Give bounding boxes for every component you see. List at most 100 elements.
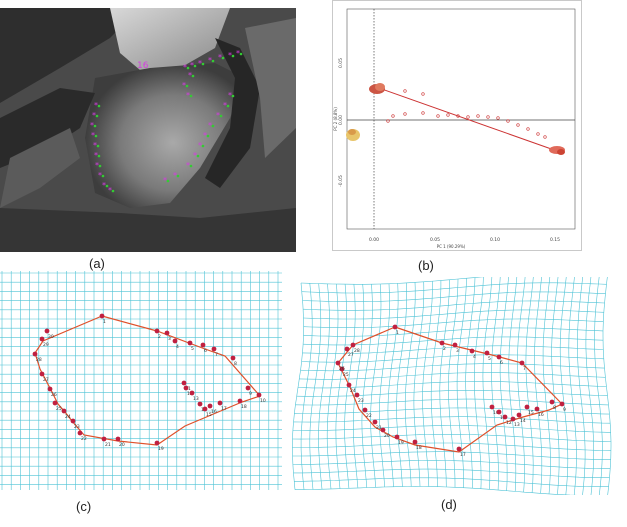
grid-line [430,280,442,487]
landmark-point [549,399,555,405]
landmark-marker: * [188,71,192,80]
landmark-number: 17 [221,406,227,412]
landmark-number: 19 [158,446,164,452]
landmark-point [392,324,398,330]
grid-line [292,282,304,490]
landmark-dot [96,144,100,148]
grid-line [482,277,493,490]
trend-line [375,86,558,152]
landmark-number: 26 [51,392,57,398]
landmark-point [77,430,83,436]
landmark-number: 18 [416,445,422,451]
landmark-number: 22 [366,413,372,419]
grid-line [303,327,604,337]
grid-line [293,468,610,478]
caption-d: (d) [441,497,457,512]
landmark-dot [231,94,235,98]
landmark-point [47,386,53,392]
sample-point [486,115,490,119]
landmark-point [559,401,565,407]
grid-line [300,277,485,285]
landmark-point [496,409,502,415]
deformation-grid [0,271,282,490]
landmark-point [32,351,38,357]
landmark-dot [231,54,235,58]
cluster-yellow [346,129,360,141]
landmark-dot [211,124,215,128]
landmark-point [207,403,213,409]
landmark-marker: * [186,161,190,170]
landmark-number: 20 [384,433,390,439]
landmark-point [346,382,352,388]
landmark-number: 24 [65,414,71,420]
landmark-number: 22 [81,436,87,442]
sample-point [536,132,540,136]
grid-line [292,434,612,442]
landmark-point [39,336,45,342]
grid-line [499,277,509,491]
landmark-dot [94,134,98,138]
landmark-point [516,412,522,418]
landmark-marker: * [92,111,96,120]
landmark-point [502,414,508,420]
landmark-dot [196,154,200,158]
landmark-point [245,385,251,391]
landmark-marker: * [173,171,177,180]
landmark-marker: * [108,186,112,195]
landmark-point [202,406,208,412]
grid-line [353,284,365,488]
landmark-marker: * [93,141,97,150]
x-tick-label: 0.00 [369,237,379,243]
landmark-dot [111,189,115,193]
sample-point [391,114,395,118]
landmark-marker: * [228,51,232,60]
landmark-point [452,342,458,348]
landmark-number: 5 [488,356,491,362]
grid-line [300,363,605,372]
landmark-dot [206,134,210,138]
panel-b-pca-plot: 0.00 0.05 0.10 0.15 PC 1 (90.29%) 0.05 0… [332,0,582,251]
grid-line [577,277,586,495]
grid-line [551,277,560,495]
landmark-number: 27 [43,377,49,383]
grid-line [292,425,611,433]
sample-point [516,123,520,127]
cluster-bottom-right [549,146,565,155]
panel-a-mri-image: * * * * * * * * * * * * * * * * * * * * * * * * * * * * * * 16 [0,8,296,252]
landmark-marker: * [198,59,202,68]
landmark-point [187,340,193,346]
landmark-point [189,390,195,396]
landmark-point [211,346,217,352]
x-tick-label: 0.10 [490,237,500,243]
grid-line [296,390,608,397]
sample-point [456,114,460,118]
landmark-marker: * [208,56,212,65]
sample-point [506,119,510,123]
landmark-dot [226,104,230,108]
landmark-point [101,436,107,442]
landmark-number: 16 [538,412,544,418]
landmark-point [339,366,345,372]
landmark-number: 14 [520,418,526,424]
landmark-number: 17 [460,452,466,458]
landmark-point [335,360,341,366]
landmark-point [372,419,378,425]
landmark-marker: * [218,53,222,62]
x-tick-label: 0.05 [430,237,440,243]
landmark-point [469,348,475,354]
mri-image-svg: * * * * * * **** ******************** 16 [0,8,296,252]
landmark-marker: * [198,141,202,150]
landmark-point [344,346,350,352]
caption-c: (c) [76,499,92,514]
landmark-number: 10 [260,398,266,404]
landmark-point [394,434,400,440]
x-tick-label: 0.15 [550,237,560,243]
landmark-number: 16 [211,409,217,415]
sample-point [446,113,450,117]
landmark-point [524,404,530,410]
landmark-dot [221,56,225,60]
landmark-point [172,338,178,344]
grid-line [303,318,604,328]
grid-line [301,282,607,294]
landmark-marker: * [163,176,167,185]
